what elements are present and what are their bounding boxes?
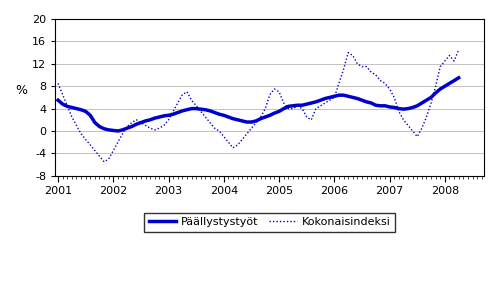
Päällystystyöt — [294, 104, 300, 108]
Päällystystyöt — [456, 48, 462, 51]
Kokonaisindeksi — [170, 112, 176, 116]
Line: Päällystystyöt: Päällystystyöt — [58, 50, 459, 162]
Päällystystyöt — [175, 101, 181, 105]
Kokonaisindeksi — [175, 111, 181, 114]
Päällystystyöt — [433, 85, 439, 88]
Päällystystyöt — [64, 104, 70, 108]
Kokonaisindeksi — [294, 104, 300, 107]
Legend: Päällystystyöt, Kokonaisindeksi: Päällystystyöt, Kokonaisindeksi — [144, 213, 395, 232]
Päällystystyöt — [101, 160, 107, 164]
Päällystystyöt — [170, 110, 176, 113]
Line: Kokonaisindeksi: Kokonaisindeksi — [58, 78, 459, 131]
Kokonaisindeksi — [64, 105, 70, 108]
Kokonaisindeksi — [55, 99, 61, 102]
Y-axis label: %: % — [15, 84, 27, 98]
Kokonaisindeksi — [257, 117, 263, 120]
Kokonaisindeksi — [433, 91, 439, 95]
Kokonaisindeksi — [456, 76, 462, 80]
Päällystystyöt — [55, 82, 61, 85]
Päällystystyöt — [257, 115, 263, 119]
Kokonaisindeksi — [115, 129, 121, 133]
